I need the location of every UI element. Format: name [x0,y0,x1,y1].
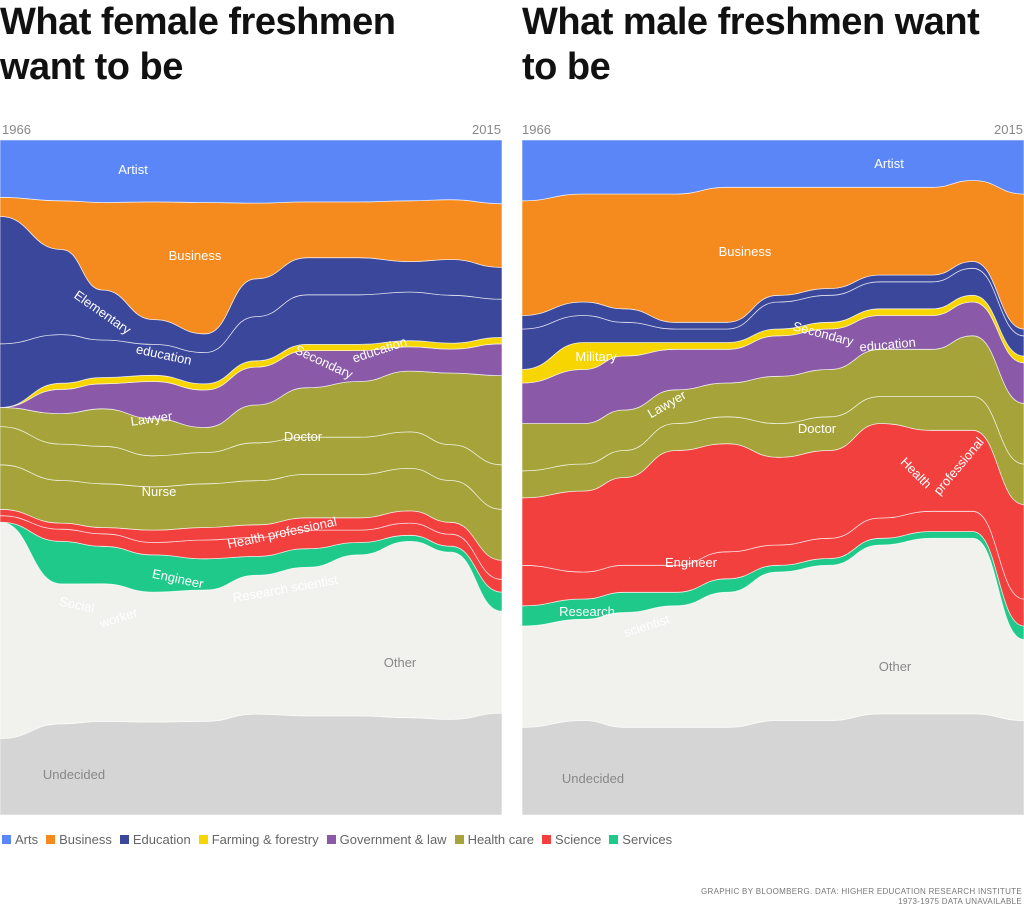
female-chart-title: What female freshmen want to be [0,1,396,88]
male-label-artist-0: Artist [874,156,904,171]
male-chart-title: What male freshmen want to be [522,1,980,88]
legend-item-government: Government & law [326,832,447,847]
credit-source: GRAPHIC BY BLOOMBERG. DATA: HIGHER EDUCA… [700,887,1022,896]
legend-item-science: Science [542,832,601,847]
legend-item-farming: Farming & forestry [198,832,319,847]
legend-item-services: Services [609,832,672,847]
legend-swatch-education [119,835,129,844]
legend-swatch-government [326,835,336,844]
credit-note: 1973-1975 DATA UNAVAILABLE [898,897,1022,906]
female-label-undecided-15: Undecided [43,767,105,782]
male-area-undecided [521,713,1024,816]
legend-swatch-farming [198,835,208,844]
male-end-year: 2015 [994,122,1023,137]
female-label-lawyer-6: Lawyer [130,408,174,429]
male-start-year: 1966 [522,122,551,137]
male-label-doctor-6: Doctor [798,421,837,436]
legend-swatch-business [46,835,56,844]
female-area-undecided [0,712,503,816]
legend-swatch-arts [2,835,11,844]
legend-swatch-health [454,835,464,844]
legend: Arts Business Education Farming & forest… [2,832,672,847]
legend-label-government: Government & law [339,832,447,847]
female-end-year: 2015 [472,122,501,137]
legend-item-business: Business [46,832,112,847]
male-label-military-4: Military [575,349,617,364]
female-label-other-14: Other [384,655,417,670]
male-label-education-3: education [859,335,916,355]
female-label-social-12: Social [58,594,96,616]
male-label-other-12: Other [879,659,912,674]
legend-swatch-services [609,835,619,844]
credit: GRAPHIC BY BLOOMBERG. DATA: HIGHER EDUCA… [701,887,1022,907]
female-label-doctor-7: Doctor [284,429,323,444]
male-label-engineer-9: Engineer [665,555,718,570]
female-label-artist-0: Artist [118,162,148,177]
legend-item-education: Education [119,832,191,847]
legend-item-health: Health care [454,832,535,847]
female-start-year: 1966 [2,122,31,137]
female-label-business-1: Business [169,248,222,263]
male-label-research-10: Research [559,604,615,619]
female-label-nurse-8: Nurse [142,484,177,499]
legend-label-business: Business [59,832,112,847]
legend-label-health: Health care [467,832,535,847]
legend-label-services: Services [622,832,673,847]
legend-label-farming: Farming & forestry [211,832,319,847]
legend-swatch-science [542,835,552,844]
male-label-undecided-13: Undecided [562,771,624,786]
legend-label-arts: Arts [15,832,39,847]
legend-label-science: Science [555,832,602,847]
legend-label-education: Education [132,832,191,847]
legend-item-arts: Arts [2,832,38,847]
male-label-business-1: Business [719,244,772,259]
female-area-artist [0,139,503,205]
